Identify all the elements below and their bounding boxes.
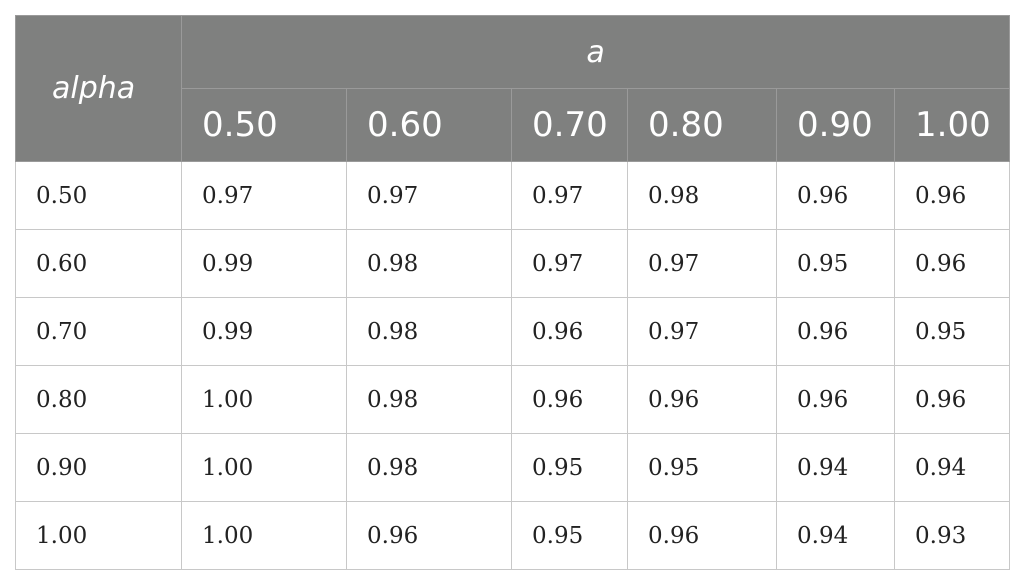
- header-row-top: alpha a: [15, 15, 1011, 162]
- table-cell: 0.98: [346, 297, 512, 366]
- table-cell: 0.97: [346, 161, 512, 230]
- table-cell: 0.96: [627, 501, 777, 570]
- row-label: 0.60: [15, 229, 182, 298]
- table-cell: 1.00: [181, 501, 347, 570]
- column-group-label: a: [180, 15, 1011, 89]
- table-cell: 0.99: [181, 297, 347, 366]
- table-row: 0.90 1.00 0.98 0.95 0.95 0.94 0.94: [15, 433, 1011, 502]
- table-cell: 0.97: [511, 229, 628, 298]
- results-table-container: alpha a 0.50 0.60 0.70 0.80 0.90 1.00 0.…: [15, 15, 1011, 570]
- column-header: 0.70: [511, 88, 628, 162]
- column-header: 0.60: [346, 88, 512, 162]
- table-cell: 1.00: [181, 365, 347, 434]
- results-table: alpha a 0.50 0.60 0.70 0.80 0.90 1.00 0.…: [15, 15, 1011, 570]
- table-row: 0.80 1.00 0.98 0.96 0.96 0.96 0.96: [15, 365, 1011, 434]
- table-row: 0.50 0.97 0.97 0.97 0.98 0.96 0.96: [15, 161, 1011, 230]
- table-cell: 1.00: [181, 433, 347, 502]
- table-cell: 0.95: [511, 433, 628, 502]
- row-label: 0.90: [15, 433, 182, 502]
- table-body: 0.50 0.97 0.97 0.97 0.98 0.96 0.96 0.60 …: [15, 161, 1011, 570]
- table-cell: 0.94: [776, 501, 895, 570]
- row-label: 0.70: [15, 297, 182, 366]
- table-cell: 0.95: [511, 501, 628, 570]
- table-cell: 0.96: [893, 229, 1011, 298]
- row-header-label: alpha: [15, 15, 182, 162]
- table-cell: 0.96: [627, 365, 777, 434]
- table-cell: 0.99: [181, 229, 347, 298]
- column-header: 0.50: [181, 88, 347, 162]
- row-label: 0.50: [15, 161, 182, 230]
- table-cell: 0.96: [893, 161, 1011, 230]
- table-row: 1.00 1.00 0.96 0.95 0.96 0.94 0.93: [15, 501, 1011, 570]
- table-row: 0.60 0.99 0.98 0.97 0.97 0.95 0.96: [15, 229, 1011, 298]
- table-cell: 0.97: [627, 297, 777, 366]
- table-cell: 0.94: [776, 433, 895, 502]
- table-cell: 0.97: [511, 161, 628, 230]
- header-row-columns: 0.50 0.60 0.70 0.80 0.90 1.00: [16, 88, 1011, 162]
- table-cell: 0.95: [776, 229, 895, 298]
- row-label: 1.00: [15, 501, 182, 570]
- table-cell: 0.97: [627, 229, 777, 298]
- table-cell: 0.94: [893, 433, 1011, 502]
- table-cell: 0.95: [627, 433, 777, 502]
- table-cell: 0.95: [893, 297, 1011, 366]
- table-cell: 0.98: [346, 365, 512, 434]
- column-header: 1.00: [893, 88, 1011, 162]
- table-cell: 0.96: [776, 365, 895, 434]
- table-cell: 0.97: [181, 161, 347, 230]
- table-cell: 0.96: [511, 297, 628, 366]
- column-header: 0.80: [627, 88, 777, 162]
- table-cell: 0.98: [346, 229, 512, 298]
- table-cell: 0.96: [511, 365, 628, 434]
- table-row: 0.70 0.99 0.98 0.96 0.97 0.96 0.95: [15, 297, 1011, 366]
- table-cell: 0.96: [893, 365, 1011, 434]
- table-cell: 0.98: [627, 161, 777, 230]
- table-cell: 0.96: [776, 297, 895, 366]
- row-label: 0.80: [15, 365, 182, 434]
- table-cell: 0.96: [346, 501, 512, 570]
- column-header: 0.90: [776, 88, 895, 162]
- table-cell: 0.98: [346, 433, 512, 502]
- table-cell: 0.93: [893, 501, 1011, 570]
- table-cell: 0.96: [776, 161, 895, 230]
